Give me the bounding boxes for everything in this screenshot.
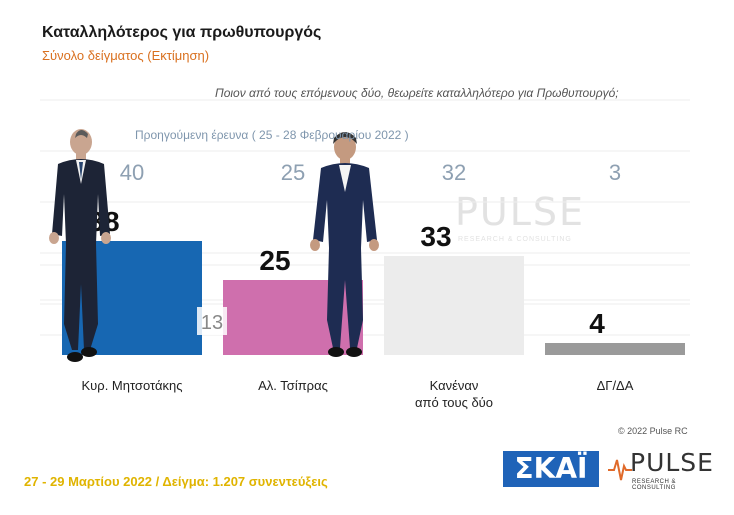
pulse-wave-icon	[608, 459, 632, 481]
inner-label-box	[197, 307, 227, 335]
pulse-logo-subtitle: RESEARCH & CONSULTING	[632, 479, 677, 491]
pulse-watermark-subtitle: RESEARCH & CONSULTING	[458, 236, 572, 243]
previous-value-label: 25	[281, 160, 305, 185]
category-label: ΔΓ/ΔΑ	[597, 378, 634, 393]
value-label: 4	[589, 308, 605, 339]
pulse-logo-text: PULSE	[630, 448, 714, 477]
tsipras-photo	[310, 132, 379, 357]
chart-subtitle: Σύνολο δείγματος (Εκτίμηση)	[42, 48, 210, 63]
value-label: 33	[420, 221, 451, 252]
previous-value-label: 3	[609, 160, 621, 185]
survey-footer: 27 - 29 Μαρτίου 2022 / Δείγμα: 1.207 συν…	[24, 474, 328, 489]
skai-logo: ΣΚΑΪ	[503, 451, 599, 487]
survey-question: Ποιον από τους επόμενους δύο, θεωρείτε κ…	[215, 86, 619, 100]
mitsotakis-photo	[49, 129, 111, 362]
value-label: 25	[259, 245, 290, 276]
category-label: Κανέναν	[430, 378, 479, 393]
previous-survey-label: Προηγούμενη έρευνα ( 25 - 28 Φεβρουαρίου…	[135, 128, 409, 142]
category-label: από τους δύο	[415, 395, 493, 410]
bar	[384, 256, 524, 355]
category-label: Αλ. Τσίπρας	[258, 378, 328, 393]
bar	[545, 343, 685, 355]
pulse-logo: PULSE RESEARCH & CONSULTING	[608, 446, 718, 491]
previous-value-label: 32	[442, 160, 466, 185]
pulse-watermark: PULSE	[455, 190, 586, 234]
copyright-notice: © 2022 Pulse RC	[618, 426, 688, 436]
chart-title: Καταλληλότερος για πρωθυπουργός	[42, 24, 322, 41]
category-label: Κυρ. Μητσοτάκης	[82, 378, 183, 393]
previous-value-label: 40	[120, 160, 144, 185]
inner-value-label: 13	[201, 312, 223, 334]
